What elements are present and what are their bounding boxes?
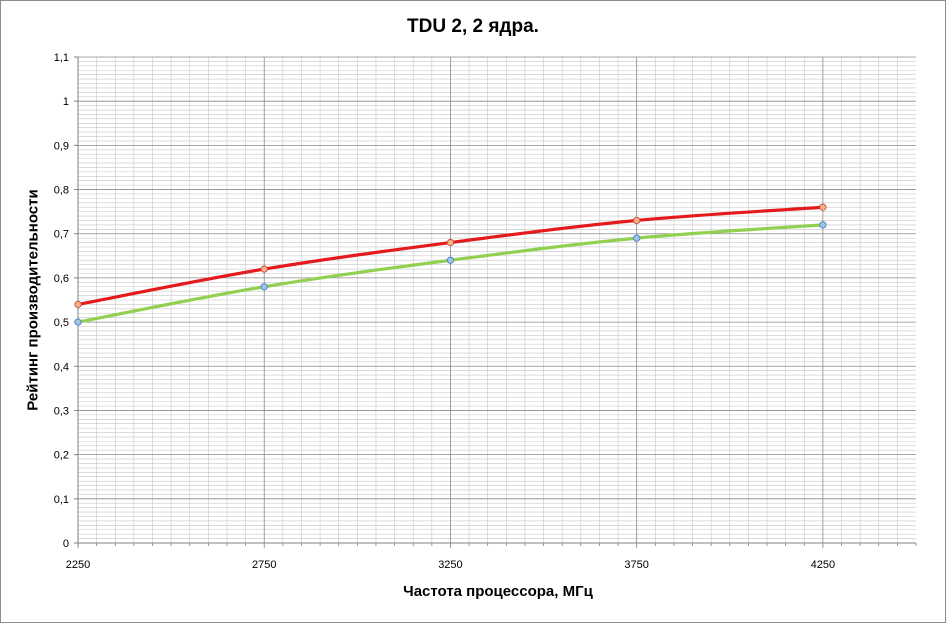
y-tick-label: 0,9 [54, 140, 69, 152]
series-group [74, 203, 827, 326]
series-2-point [74, 318, 82, 326]
series-1-point [446, 238, 455, 247]
series-2-point [260, 283, 268, 291]
series-2-point [819, 221, 827, 229]
y-tick-label: 0 [63, 538, 69, 550]
y-tick-label: 1,1 [54, 52, 69, 64]
series-1-point [819, 203, 827, 211]
y-tick-label: 0,5 [54, 317, 69, 329]
series-1-point [260, 265, 268, 273]
minor-grid [78, 57, 916, 543]
x-tick-label: 2750 [252, 559, 276, 571]
y-tick-label: 0,4 [54, 361, 69, 373]
x-tick-labels: 2250 2750 3250 3750 4250 [66, 559, 835, 571]
x-tick-label: 2250 [66, 559, 90, 571]
y-tick-label: 0,7 [54, 229, 69, 241]
y-tick-label: 0,2 [54, 450, 69, 462]
y-tick-label: 0,6 [54, 273, 69, 285]
chart-title: TDU 2, 2 ядра. [407, 16, 539, 37]
major-grid [78, 56, 916, 543]
x-tick-label: 3250 [438, 559, 462, 571]
y-tick-label: 0,1 [54, 494, 69, 506]
series-2-point [633, 234, 641, 242]
y-tick-label: 0,8 [54, 185, 69, 197]
y-tick-label: 1 [63, 96, 69, 108]
x-tick-label: 3750 [624, 559, 648, 571]
series-1-point [74, 300, 82, 309]
axes [74, 56, 917, 548]
x-axis-label: Частота процессора, МГц [403, 583, 593, 600]
series-2-point [446, 256, 455, 264]
y-tick-labels: 0 0,1 0,2 0,3 0,4 0,5 0,6 0,7 0,8 0,9 1 1,1 [54, 52, 69, 550]
x-tick-label: 4250 [811, 559, 835, 571]
series-1-point [633, 216, 641, 225]
y-tick-label: 0,3 [54, 405, 69, 417]
